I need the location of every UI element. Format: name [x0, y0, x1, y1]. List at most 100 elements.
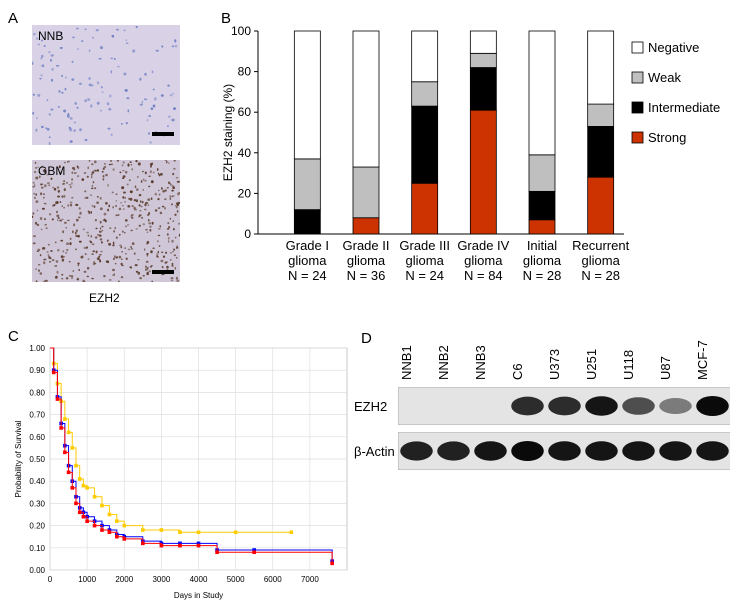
lane-label: U87 — [657, 356, 673, 380]
cell-nucleus — [65, 252, 68, 254]
cell-nucleus — [35, 193, 38, 196]
cell-nucleus — [167, 237, 170, 240]
cell-nucleus — [34, 196, 36, 199]
cell-nucleus — [43, 280, 46, 282]
cell-nucleus — [69, 242, 72, 246]
cell-nucleus — [125, 170, 128, 174]
cell-nucleus — [146, 254, 149, 257]
cell-nucleus — [91, 175, 93, 179]
cell-nucleus — [61, 74, 63, 78]
cell-nucleus — [90, 104, 93, 108]
cell-nucleus — [159, 211, 163, 215]
blot-band — [585, 396, 618, 416]
cell-nucleus — [139, 209, 142, 212]
cell-nucleus — [57, 248, 60, 252]
scale-bar — [152, 270, 174, 274]
cell-nucleus — [69, 203, 73, 207]
cell-nucleus — [84, 197, 86, 199]
cell-nucleus — [132, 49, 136, 53]
y-tick-label: 0.80 — [29, 388, 45, 397]
cell-nucleus — [172, 92, 174, 95]
cell-nucleus — [60, 255, 64, 259]
lane-label: U118 — [620, 349, 636, 380]
censor-mark — [66, 430, 71, 435]
cell-nucleus — [43, 45, 46, 47]
cell-nucleus — [162, 189, 166, 193]
censor-mark — [70, 446, 75, 450]
cell-nucleus — [61, 273, 64, 276]
cell-nucleus — [91, 163, 94, 166]
cell-nucleus — [145, 265, 147, 268]
censor-mark — [74, 463, 78, 468]
cell-nucleus — [122, 175, 126, 178]
cell-nucleus — [115, 200, 118, 202]
y-tick-label: 0.70 — [29, 411, 45, 420]
cell-nucleus — [48, 141, 51, 145]
cell-nucleus — [114, 263, 117, 265]
cell-nucleus — [130, 163, 133, 166]
cell-nucleus — [161, 266, 164, 269]
cell-nucleus — [87, 258, 90, 260]
bar-segment-weak — [411, 81, 439, 107]
cell-nucleus — [88, 49, 91, 53]
cell-nucleus — [157, 189, 160, 192]
cell-nucleus — [151, 280, 154, 282]
cell-nucleus — [32, 112, 35, 115]
cell-nucleus — [113, 257, 115, 260]
cell-nucleus — [139, 277, 142, 280]
censor-mark — [330, 561, 334, 566]
cell-nucleus — [133, 199, 137, 202]
censor-mark — [178, 541, 182, 546]
bar-segment-strong — [469, 109, 497, 235]
cell-nucleus — [108, 163, 112, 166]
cell-nucleus — [46, 99, 49, 102]
cell-nucleus — [134, 185, 137, 189]
cell-nucleus — [92, 181, 95, 184]
cell-nucleus — [107, 127, 111, 130]
cell-nucleus — [44, 169, 46, 172]
cell-nucleus — [139, 77, 142, 81]
cell-nucleus — [66, 248, 69, 252]
cell-nucleus — [79, 212, 82, 215]
cell-nucleus — [37, 43, 41, 46]
cell-nucleus — [93, 169, 97, 172]
cell-nucleus — [160, 187, 163, 190]
cell-nucleus — [57, 189, 60, 193]
cell-nucleus — [157, 198, 160, 201]
cell-nucleus — [135, 199, 138, 203]
cell-nucleus — [106, 239, 109, 242]
cell-nucleus — [64, 221, 67, 224]
cell-nucleus — [92, 36, 95, 39]
censor-mark — [115, 519, 119, 523]
censor-mark — [159, 543, 164, 548]
cell-nucleus — [135, 26, 138, 28]
cell-nucleus — [76, 48, 79, 50]
cell-nucleus — [68, 260, 71, 263]
cell-nucleus — [148, 222, 151, 225]
category-label: Initial — [527, 238, 557, 253]
cell-nucleus — [157, 207, 161, 209]
cell-nucleus — [175, 205, 177, 207]
cell-nucleus — [157, 172, 160, 175]
blot-band — [696, 441, 729, 461]
censor-mark — [289, 530, 294, 535]
lane-label: C6 — [509, 363, 525, 380]
cell-nucleus — [48, 136, 51, 139]
cell-nucleus — [77, 175, 80, 178]
cell-nucleus — [56, 270, 59, 274]
cell-nucleus — [69, 140, 73, 143]
cell-nucleus — [36, 117, 38, 120]
cell-nucleus — [54, 265, 58, 267]
cell-nucleus — [43, 171, 46, 174]
cell-nucleus — [131, 168, 133, 171]
cell-nucleus — [130, 229, 133, 232]
cell-nucleus — [78, 216, 81, 219]
cell-nucleus — [175, 247, 179, 249]
cell-nucleus — [69, 201, 73, 204]
cell-nucleus — [50, 54, 54, 57]
bar-segment-intermediate — [469, 67, 497, 111]
cell-nucleus — [152, 88, 155, 91]
legend-swatch — [631, 101, 644, 114]
cell-nucleus — [137, 271, 141, 275]
cell-nucleus — [146, 240, 150, 244]
